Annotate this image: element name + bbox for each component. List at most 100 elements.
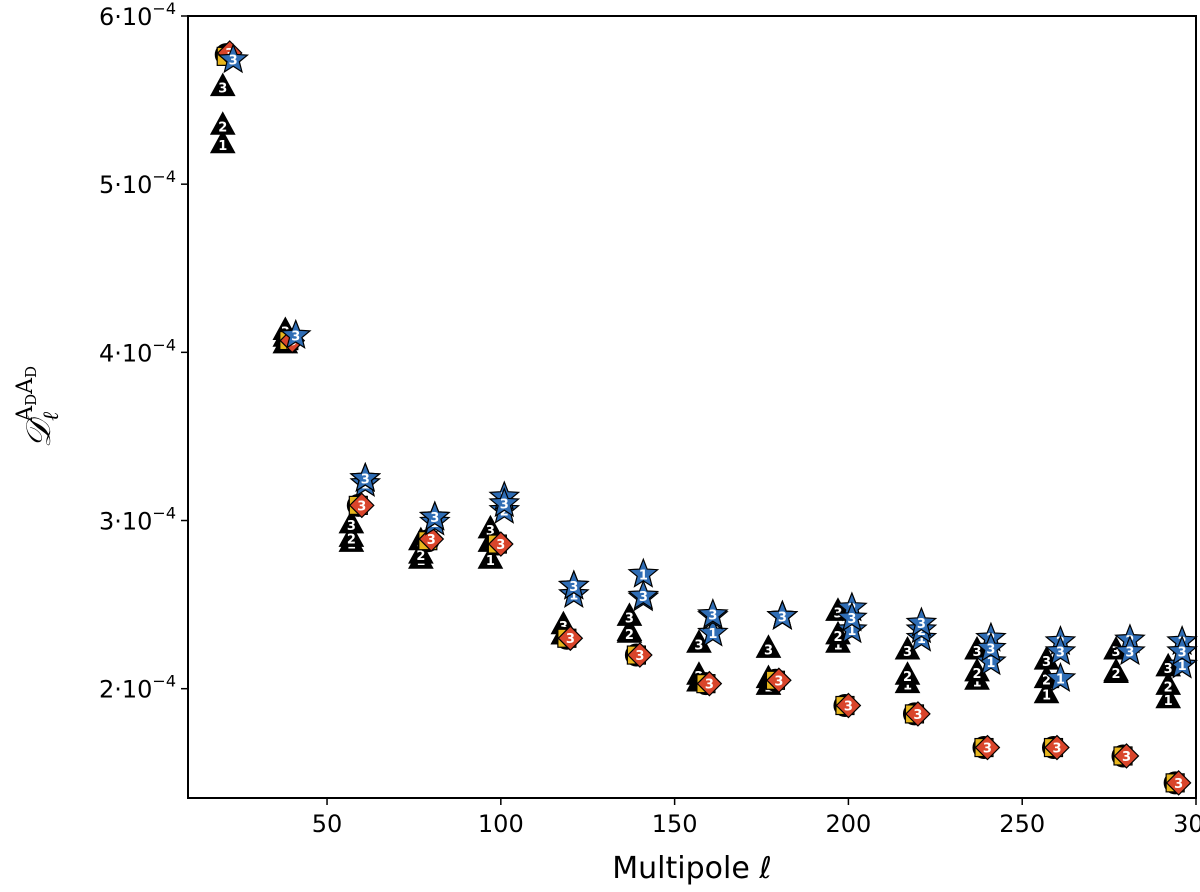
marker-number: 3 [1042, 655, 1051, 670]
y-axis: 2·10−4 3·10−4 4·10−4 5·10−4 6·10−4 [99, 0, 188, 704]
diamond-marker: 3 [974, 734, 1001, 761]
marker-number: 3 [913, 708, 922, 723]
y-label-sup-2: A [13, 377, 38, 395]
diamond-marker: 3 [1113, 743, 1140, 769]
marker-number: 3 [694, 638, 703, 653]
marker-number: 3 [639, 590, 648, 605]
marker-number: 3 [566, 632, 575, 647]
marker-number: 3 [983, 742, 992, 757]
marker-number: 3 [357, 499, 366, 514]
x-tick-label: 200 [826, 810, 872, 838]
marker-number: 3 [1056, 646, 1065, 661]
star-marker: 3 [766, 599, 799, 630]
star-marker: 1 [836, 613, 868, 644]
marker-number: 2 [1042, 674, 1051, 689]
star-marker: 3 [836, 601, 868, 632]
triangle-marker: 2 [1103, 657, 1129, 682]
marker-number: 3 [361, 472, 370, 487]
marker-number: 3 [847, 612, 856, 627]
star-marker: 3 [1166, 635, 1198, 666]
marker-number: 1 [218, 139, 227, 154]
y-label-sup-1: A [13, 405, 38, 423]
diamond-marker: 3 [348, 492, 375, 519]
triangle-marker: 1 [477, 545, 504, 569]
marker-number: 1 [972, 675, 981, 690]
star-marker: 1 [1166, 648, 1198, 679]
marker-number: 3 [229, 54, 238, 69]
marker-number: 1 [1056, 673, 1065, 688]
x-tick-label: 150 [652, 810, 698, 838]
marker-number: 3 [1052, 742, 1061, 757]
star-marker: 3 [1044, 635, 1077, 666]
marker-number: 1 [1178, 659, 1187, 674]
star-marker: 3 [975, 631, 1007, 662]
marker-number: 3 [1112, 645, 1121, 660]
star-marker: 1 [697, 616, 729, 647]
marker-number: 1 [917, 632, 926, 647]
diamond-marker: 3 [1044, 734, 1070, 761]
marker-layer: 1231231231231231231231231231231231231231… [209, 40, 1198, 796]
marker-number: 1 [486, 554, 495, 569]
marker-number: 1 [1042, 689, 1051, 704]
plot-frame [187, 15, 1197, 799]
marker-number: 3 [291, 330, 300, 345]
marker-number: 3 [844, 700, 853, 715]
marker-number: 3 [705, 678, 714, 693]
triangle-marker: 2 [894, 661, 921, 685]
marker-number: 3 [764, 643, 773, 658]
marker-number: 1 [569, 589, 578, 604]
marker-number: 3 [218, 82, 227, 97]
marker-number: 3 [635, 649, 644, 664]
triangle-marker: 3 [209, 72, 236, 97]
marker-number: 3 [1164, 662, 1173, 677]
x-tick-label: 100 [478, 810, 524, 838]
diamond-marker: 3 [696, 670, 723, 697]
star-marker: 3 [1114, 635, 1146, 666]
marker-number: 3 [496, 538, 505, 553]
star-marker: 1 [975, 645, 1007, 676]
star-marker: 3 [627, 579, 660, 610]
marker-number: 2 [416, 549, 425, 564]
marker-number: 3 [1125, 646, 1134, 661]
triangle-marker: 1 [1155, 684, 1182, 709]
marker-number: 2 [625, 628, 634, 643]
marker-number: 1 [1164, 694, 1173, 709]
marker-number: 3 [774, 674, 783, 689]
diamond-marker: 3 [627, 642, 653, 668]
y-label-sub: ℓ [39, 411, 64, 421]
marker-number: 2 [917, 624, 926, 639]
star-marker: 3 [557, 569, 590, 600]
star-marker: 3 [905, 606, 938, 637]
marker-number: 2 [218, 120, 227, 135]
y-tick-label: 3·10−4 [99, 504, 176, 536]
marker-number: 3 [347, 519, 356, 534]
y-label-sup-2-sub: D [22, 366, 40, 378]
diamond-marker: 3 [487, 531, 514, 557]
triangle-marker: 2 [338, 523, 365, 547]
svg-text:𝒟ℓADAD: 𝒟ℓADAD [13, 366, 64, 448]
star-marker: 1 [1044, 661, 1077, 693]
y-label-sup-1-sub: D [22, 394, 40, 406]
y-tick-label: 4·10−4 [99, 335, 176, 367]
star-marker: 3 [349, 461, 382, 492]
star-marker: 3 [279, 318, 312, 349]
marker-number: 1 [986, 656, 995, 671]
marker-number: 3 [569, 580, 578, 595]
marker-number: 1 [639, 568, 648, 583]
triangle-marker: 2 [1155, 671, 1182, 695]
diamond-marker: 3 [1165, 770, 1192, 796]
marker-number: 2 [972, 667, 981, 682]
triangle-marker: 3 [338, 509, 365, 534]
marker-number: 3 [625, 611, 634, 626]
marker-number: 3 [500, 498, 509, 513]
diamond-marker: 3 [418, 526, 445, 552]
marker-number: 3 [917, 617, 926, 632]
marker-number: 3 [1122, 750, 1131, 765]
marker-number: 3 [1178, 646, 1187, 661]
diamond-marker: 3 [905, 701, 931, 727]
marker-number: 2 [1112, 667, 1121, 682]
marker-number: 1 [708, 627, 717, 642]
y-tick-label: 2·10−4 [99, 672, 176, 704]
marker-number: 2 [347, 532, 356, 547]
marker-number: 3 [1174, 777, 1183, 792]
